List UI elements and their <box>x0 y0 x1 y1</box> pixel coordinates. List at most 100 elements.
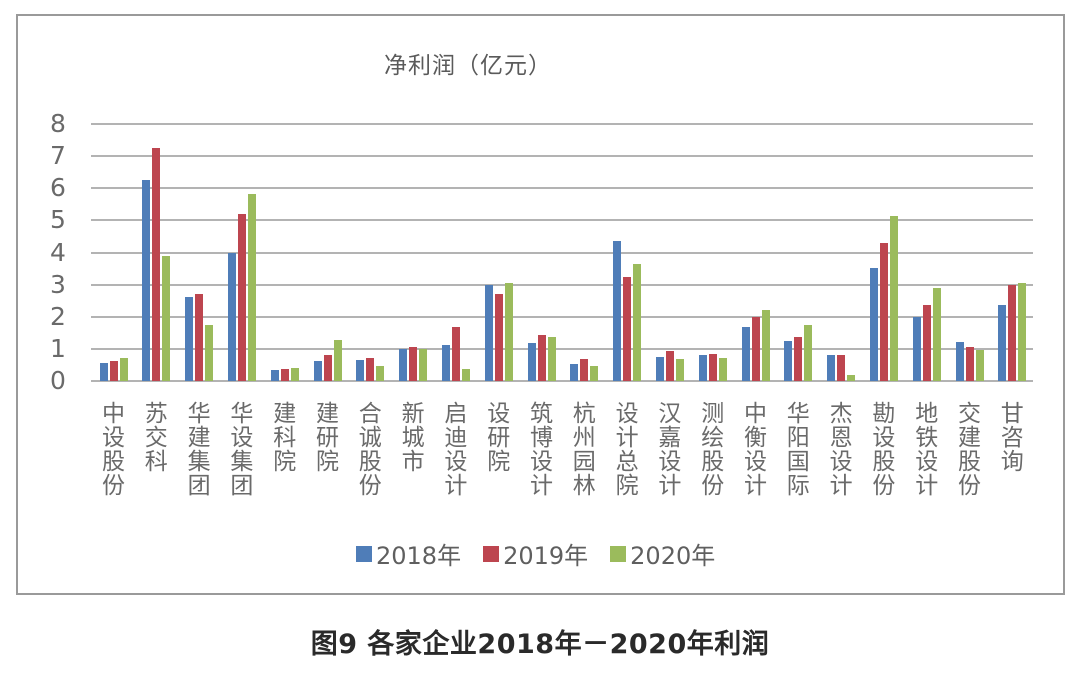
legend: 2018年 2019年 2020年 <box>356 536 715 571</box>
legend-swatch-icon <box>356 545 372 562</box>
figure-caption: 图9 各家企业2018年－2020年利润 <box>310 629 770 660</box>
category-label: 勘 设 股 份 <box>872 401 896 499</box>
gridline <box>91 347 1033 350</box>
bar-2019年 <box>323 355 332 381</box>
bar-2020年 <box>718 357 727 381</box>
chart-unit-title: 净利润（亿元） <box>384 53 552 79</box>
bar-2020年 <box>975 350 984 381</box>
gridline <box>91 283 1033 286</box>
bar-2019年 <box>751 316 760 381</box>
bar-2018年 <box>869 267 878 381</box>
y-tick-label: 2 <box>50 301 66 331</box>
category-label: 设 研 院 <box>487 401 511 475</box>
bar-2019年 <box>665 351 674 381</box>
bar-2018年 <box>912 316 921 381</box>
bar-2020年 <box>633 263 642 381</box>
bar-2018年 <box>227 253 236 381</box>
gridline <box>91 315 1033 318</box>
bar-2018年 <box>399 348 408 381</box>
bar-2019年 <box>152 148 161 381</box>
bar-2018年 <box>655 356 664 381</box>
gridline <box>91 380 1033 382</box>
bar-2019年 <box>537 335 546 381</box>
bar-2020年 <box>419 348 428 381</box>
bar-2019年 <box>237 213 246 381</box>
bar-2019年 <box>879 242 888 381</box>
bar-2019年 <box>109 360 118 381</box>
bar-2019年 <box>366 357 375 381</box>
bar-2020年 <box>804 325 813 381</box>
y-tick-label: 7 <box>50 141 66 171</box>
category-label: 筑 博 设 计 <box>530 401 553 499</box>
category-label: 地 铁 设 计 <box>915 401 939 499</box>
category-label: 设 计 总 院 <box>615 401 639 499</box>
bar-2020年 <box>290 367 299 381</box>
y-tick-label: 5 <box>50 205 66 235</box>
bar-2019年 <box>922 304 931 381</box>
category-label: 杰 恩 设 计 <box>829 401 853 499</box>
bar-2019年 <box>837 354 846 381</box>
bar-2018年 <box>441 345 450 381</box>
bar-2020年 <box>590 365 599 381</box>
category-label: 中 设 股 份 <box>102 401 125 499</box>
gridline <box>91 219 1033 222</box>
y-tick-label: 1 <box>50 333 66 363</box>
category-label: 汉 嘉 设 计 <box>658 401 682 499</box>
bar-2018年 <box>142 180 151 381</box>
bar-2018年 <box>484 284 493 381</box>
bar-2020年 <box>461 368 470 381</box>
bar-2020年 <box>675 358 684 381</box>
gridline <box>91 251 1033 254</box>
legend-swatch-icon <box>483 545 500 562</box>
category-label: 启 迪 设 计 <box>444 401 468 499</box>
bar-2020年 <box>889 215 898 381</box>
bar-2018年 <box>527 343 536 381</box>
category-label: 测 绘 股 份 <box>701 401 725 499</box>
bar-2018年 <box>99 363 108 381</box>
y-tick-label: 0 <box>50 366 66 395</box>
legend-label: 2020年 <box>630 542 716 570</box>
y-tick-label: 3 <box>50 269 66 299</box>
y-tick-label: 8 <box>50 109 66 138</box>
y-tick-label: 6 <box>50 173 66 203</box>
bar-2020年 <box>376 365 385 381</box>
legend-item: 2018年 <box>356 536 461 571</box>
bar-2018年 <box>185 296 194 381</box>
bar-2019年 <box>965 347 974 381</box>
legend-item: 2019年 <box>483 536 588 571</box>
bar-2018年 <box>955 342 964 381</box>
legend-label: 2019年 <box>503 542 589 570</box>
category-label: 建 研 院 <box>316 401 339 475</box>
legend-label: 2018年 <box>376 542 462 570</box>
bar-2020年 <box>547 336 556 381</box>
category-label: 华 设 集 团 <box>230 401 254 499</box>
bar-2019年 <box>794 336 803 381</box>
category-label: 交 建 股 份 <box>958 401 981 499</box>
legend-swatch-icon <box>610 545 627 562</box>
gridline <box>91 155 1033 158</box>
bar-2018年 <box>784 340 793 381</box>
bar-2019年 <box>580 359 589 381</box>
bar-2020年 <box>504 283 513 381</box>
bar-2020年 <box>333 339 342 381</box>
bar-2020年 <box>847 374 856 381</box>
category-label: 苏 交 科 <box>144 401 168 475</box>
bar-2018年 <box>570 364 579 381</box>
bar-2018年 <box>998 304 1007 381</box>
bar-2019年 <box>1008 284 1017 381</box>
bar-2019年 <box>195 293 204 381</box>
bar-2019年 <box>494 293 503 381</box>
bar-2018年 <box>613 240 622 381</box>
bar-2020年 <box>761 310 770 381</box>
bar-2019年 <box>280 368 289 381</box>
bar-2020年 <box>1018 283 1027 381</box>
category-label: 合 诚 股 份 <box>358 401 382 499</box>
category-label: 华 阳 国 际 <box>786 401 810 499</box>
category-label: 甘 咨 询 <box>1000 401 1024 475</box>
y-tick-label: 4 <box>50 237 66 267</box>
bar-2019年 <box>409 347 418 381</box>
bar-2018年 <box>741 327 750 381</box>
category-label: 中 衡 设 计 <box>744 401 767 499</box>
bar-2018年 <box>270 369 279 381</box>
